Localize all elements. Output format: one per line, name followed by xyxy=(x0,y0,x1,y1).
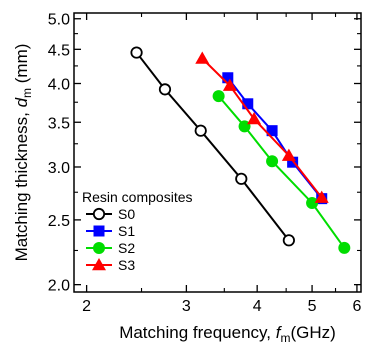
y-tick-label: 3.0 xyxy=(48,160,70,177)
data-point xyxy=(287,156,299,168)
legend-label: S3 xyxy=(118,257,135,273)
series-s2 xyxy=(212,90,351,254)
data-point xyxy=(130,46,143,59)
data-point xyxy=(338,241,351,254)
legend-label: S1 xyxy=(118,223,135,239)
data-point xyxy=(247,111,262,125)
data-point xyxy=(266,125,278,137)
legend-entry-s0: S0 xyxy=(86,206,135,222)
plot-frame xyxy=(73,12,362,293)
data-point xyxy=(306,196,319,209)
data-point xyxy=(314,190,329,203)
legend-marker xyxy=(92,207,106,221)
data-point xyxy=(158,83,172,96)
data-point xyxy=(235,172,248,185)
data-point xyxy=(195,51,210,64)
data-point xyxy=(282,234,295,247)
legend-marker xyxy=(93,225,105,237)
y-tick-label: 3.5 xyxy=(48,115,70,132)
data-point xyxy=(194,124,207,137)
x-tick-label: 4 xyxy=(253,298,262,315)
legend-label: S2 xyxy=(118,240,135,256)
series-s0 xyxy=(130,46,295,247)
legend-marker xyxy=(92,258,106,271)
series-line xyxy=(135,51,290,241)
y-tick-label: 2.0 xyxy=(48,278,70,295)
series-s3 xyxy=(195,51,329,203)
legend-entry-s3: S3 xyxy=(86,257,135,273)
x-tick-label: 6 xyxy=(352,298,361,315)
y-tick-label: 2.5 xyxy=(48,213,70,230)
x-tick-label: 3 xyxy=(182,298,191,315)
data-point xyxy=(242,98,254,110)
legend-title: Resin composites xyxy=(82,189,193,205)
data-point xyxy=(222,78,237,91)
x-tick-label: 2 xyxy=(82,298,91,315)
legend-entry-s1: S1 xyxy=(86,223,135,239)
data-point xyxy=(266,155,279,168)
legend-marker xyxy=(93,242,105,254)
legend-label: S0 xyxy=(118,206,135,222)
data-point xyxy=(222,72,234,84)
legend-entry-s2: S2 xyxy=(86,240,135,256)
y-tick-label: 4.0 xyxy=(48,77,70,94)
y-tick-label: 4.5 xyxy=(48,42,70,59)
x-axis-title: Matching frequency, fm(GHz) xyxy=(119,323,336,345)
y-tick-label: 5.0 xyxy=(48,12,70,29)
series-line xyxy=(217,95,346,249)
y-axis-title: Matching thickness, dm (mm) xyxy=(12,44,34,262)
x-tick-label: 5 xyxy=(308,298,317,315)
data-point xyxy=(281,148,296,161)
data-point xyxy=(212,90,225,103)
